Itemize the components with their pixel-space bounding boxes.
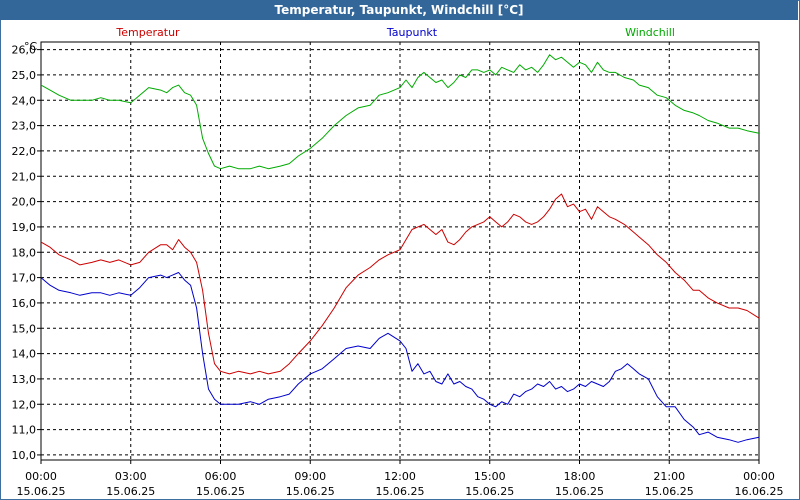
grid <box>41 42 759 460</box>
series-line-windchill <box>40 54 760 170</box>
x-tick-time-label: 15:00 <box>474 470 506 483</box>
y-tick-label: 25,0 <box>12 69 37 82</box>
y-tick-label: 22,0 <box>12 145 37 158</box>
y-tick-label: 16,0 <box>12 297 37 310</box>
y-tick-label: 24,0 <box>12 94 37 107</box>
y-tick-label: 19,0 <box>12 221 37 234</box>
x-tick-time-label: 18:00 <box>564 470 596 483</box>
y-tick-label: 10,0 <box>12 449 37 462</box>
x-tick-time-label: 00:00 <box>25 470 57 483</box>
chart-title: Temperatur, Taupunkt, Windchill [°C] <box>0 0 798 20</box>
y-tick-label: 15,0 <box>12 322 37 335</box>
y-tick-label: 11,0 <box>12 424 37 437</box>
legend: Temperatur Taupunkt Windchill <box>115 26 675 39</box>
x-tick-date-label: 15.06.25 <box>376 485 425 498</box>
x-tick-time-label: 12:00 <box>384 470 416 483</box>
x-tick-time-label: 09:00 <box>294 470 326 483</box>
x-tick-date-label: 15.06.25 <box>196 485 245 498</box>
y-tick-label: 13,0 <box>12 373 37 386</box>
x-tick-date-label: 15.06.25 <box>645 485 694 498</box>
x-tick-date-label: 16.06.25 <box>735 485 784 498</box>
y-tick-label: 12,0 <box>12 398 37 411</box>
y-tick-label: 20,0 <box>12 196 37 209</box>
y-tick-label: 26,0 <box>12 44 37 57</box>
y-tick-label: 18,0 <box>12 246 37 259</box>
x-tick-time-label: 06:00 <box>205 470 237 483</box>
y-tick-label: 21,0 <box>12 170 37 183</box>
x-tick-date-label: 15.06.25 <box>465 485 514 498</box>
series-line-taupunkt <box>40 272 760 443</box>
x-tick-time-label: 00:00 <box>743 470 775 483</box>
legend-item-taupunkt: Taupunkt <box>386 26 438 39</box>
legend-item-temperatur: Temperatur <box>115 26 180 39</box>
series-line-temperatur <box>40 193 760 375</box>
x-tick-time-label: 21:00 <box>653 470 685 483</box>
x-tick-time-label: 03:00 <box>115 470 147 483</box>
y-tick-label: 17,0 <box>12 272 37 285</box>
y-tick-label: 23,0 <box>12 120 37 133</box>
y-tick-label: 14,0 <box>12 348 37 361</box>
y-axis-unit-label: °C <box>24 40 38 53</box>
x-tick-date-label: 15.06.25 <box>17 485 66 498</box>
legend-item-windchill: Windchill <box>625 26 675 39</box>
x-tick-date-label: 15.06.25 <box>106 485 155 498</box>
axis-labels: 10,0 11,0 12,0 13,0 14,0 15,0 16,0 17,0 18,0 19,0… <box>12 40 784 498</box>
x-tick-date-label: 15.06.25 <box>555 485 604 498</box>
series-lines <box>40 54 760 443</box>
x-tick-date-label: 15.06.25 <box>286 485 335 498</box>
